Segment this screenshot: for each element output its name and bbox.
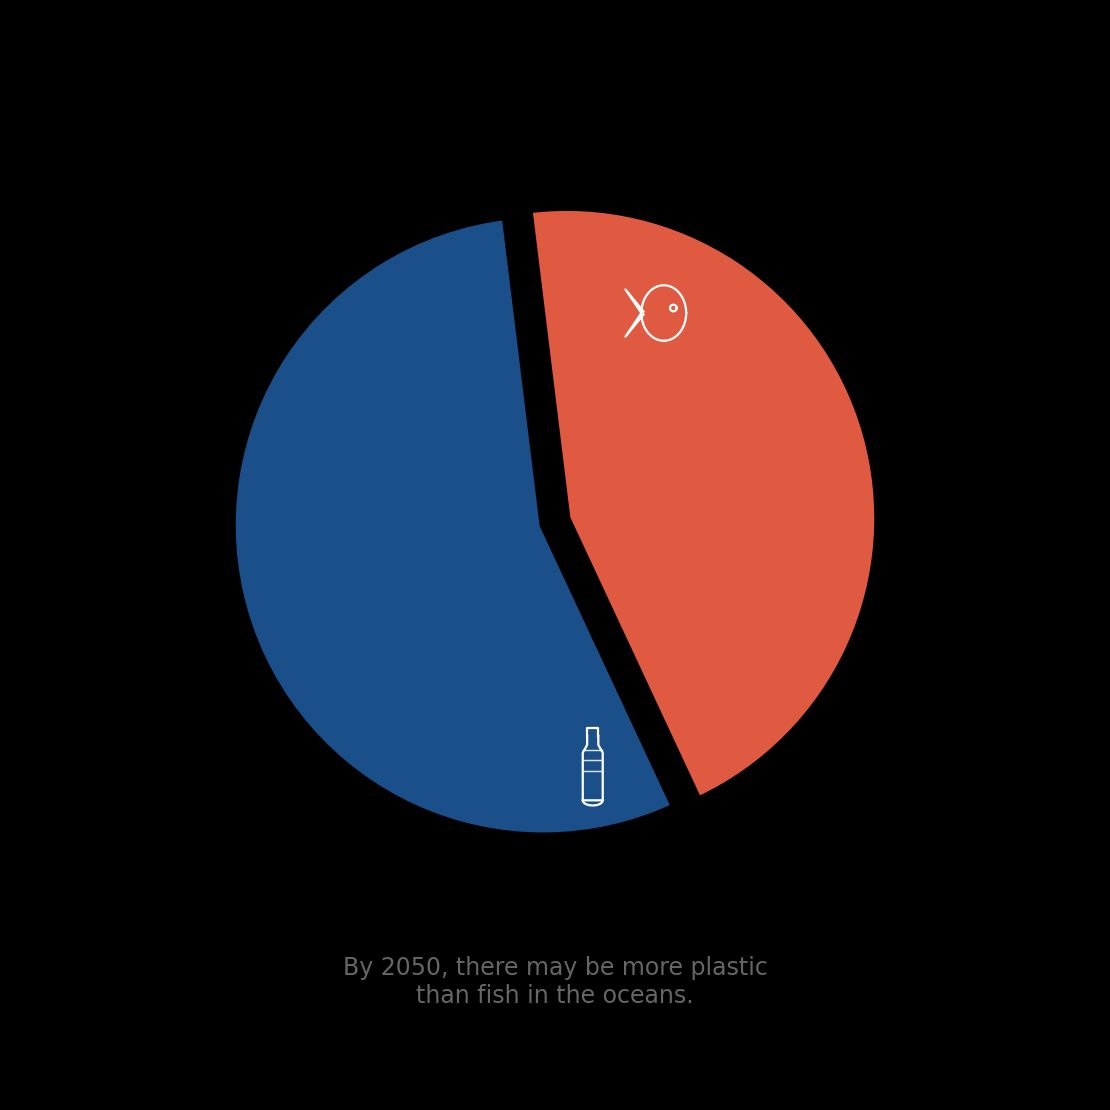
Wedge shape: [529, 208, 878, 800]
Text: By 2050, there may be more plastic
than fish in the oceans.: By 2050, there may be more plastic than …: [343, 957, 767, 1008]
Wedge shape: [232, 216, 675, 836]
